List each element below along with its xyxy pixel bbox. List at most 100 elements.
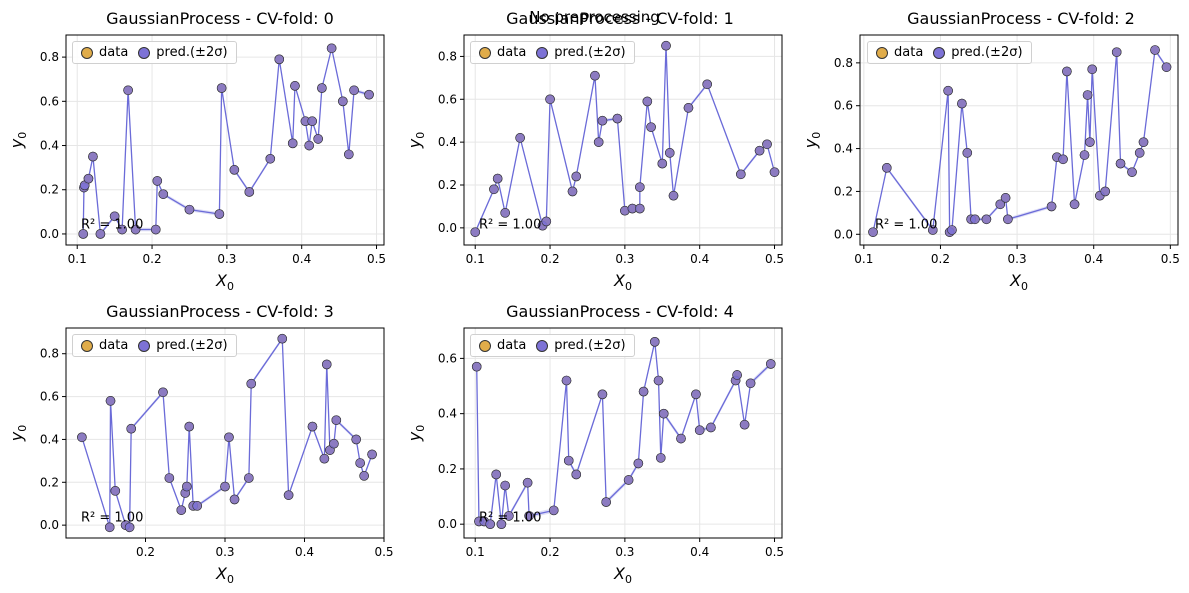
pred-point	[214, 209, 225, 219]
pred-point	[1100, 186, 1111, 197]
y-tick-label: 0.8	[834, 56, 853, 70]
pred-point	[664, 148, 675, 158]
y-tick-label: 0.0	[834, 227, 853, 241]
pred-point	[1000, 193, 1011, 203]
pred-point	[78, 229, 89, 239]
pred-confidence-band	[476, 339, 771, 527]
pred-point	[485, 519, 495, 529]
y-tick-label: 0.6	[40, 94, 59, 108]
y-tick-label: 0.8	[40, 347, 59, 361]
pred-point	[326, 43, 337, 54]
pred-point	[597, 389, 608, 400]
chart-panel-fold-4: GaussianProcess - CV-fold: 4 0.1 0.2 0.3 0.…	[398, 293, 784, 586]
pred-point	[1138, 137, 1149, 147]
legend-label-pred: pred.(±2σ)	[951, 45, 1023, 60]
pred-point	[1161, 62, 1172, 72]
y-tick-label: 0.2	[40, 475, 59, 489]
pred-point	[882, 163, 892, 173]
pred-point	[124, 522, 135, 533]
pred-point	[158, 189, 169, 199]
pred-point	[192, 501, 202, 511]
pred-point	[88, 151, 98, 162]
pred-point	[702, 79, 712, 90]
y-tick-label: 0.4	[438, 135, 457, 149]
pred-point	[541, 216, 552, 227]
legend-marker-data	[81, 46, 93, 59]
x-tick-label: 0.2	[136, 545, 155, 559]
legend-marker-pred	[933, 46, 946, 59]
pred-point	[216, 83, 227, 93]
pred-point	[1111, 47, 1122, 57]
x-tick-label: 0.2	[931, 252, 950, 266]
x-tick-label: 0.2	[541, 252, 560, 266]
pred-point	[492, 173, 503, 184]
x-axis-label: X0	[215, 271, 234, 293]
pred-point	[1085, 137, 1095, 147]
x-tick-label: 0.3	[615, 252, 634, 266]
pred-point	[123, 85, 133, 96]
pred-point	[638, 386, 649, 397]
legend-marker-data	[479, 339, 491, 352]
legend-label-pred: pred.(±2σ)	[156, 45, 228, 60]
pred-point	[706, 422, 716, 433]
legend-marker-pred	[138, 339, 151, 352]
pred-point	[105, 396, 116, 406]
pred-point	[947, 225, 957, 235]
r2-annotation: R² = 1.00	[479, 510, 541, 525]
x-tick-label: 0.4	[690, 252, 709, 266]
pred-point	[653, 375, 664, 386]
x-tick-label: 0.4	[292, 252, 311, 266]
x-axis-label: X0	[1009, 271, 1028, 293]
pred-point	[962, 148, 973, 158]
chart-title: GaussianProcess - CV-fold: 3	[106, 302, 334, 321]
chart-title: GaussianProcess - CV-fold: 2	[907, 9, 1135, 28]
y-tick-label: 0.4	[40, 432, 59, 446]
r2-annotation: R² = 1.00	[81, 510, 143, 525]
x-tick-label: 0.3	[217, 252, 236, 266]
y-tick-label: 0.2	[40, 183, 59, 197]
pred-point	[126, 423, 136, 434]
pred-point	[548, 505, 559, 516]
pred-point	[104, 522, 115, 533]
chart-title: GaussianProcess - CV-fold: 1	[506, 9, 734, 28]
pred-line	[82, 48, 370, 236]
pred-point	[739, 419, 750, 430]
chart-legend: data pred.(±2σ)	[867, 41, 1032, 64]
pred-point	[612, 113, 623, 124]
pred-point	[313, 134, 323, 144]
pred-point	[489, 184, 499, 195]
pred-point	[500, 208, 510, 218]
legend-marker-pred	[536, 339, 549, 352]
x-tick-label: 0.5	[367, 252, 386, 266]
pred-point	[868, 227, 878, 237]
pred-point	[1150, 45, 1160, 55]
x-tick-label: 0.4	[295, 545, 314, 559]
axes-frame	[463, 34, 783, 246]
y-tick-label: 0.0	[438, 517, 457, 531]
chart-legend: data pred.(±2σ)	[72, 41, 237, 64]
y-tick-label: 0.4	[40, 139, 59, 153]
pred-point	[1046, 201, 1057, 212]
pred-point	[110, 486, 121, 496]
pred-point	[1115, 158, 1126, 169]
pred-point	[344, 149, 354, 160]
pred-point	[655, 453, 666, 463]
pred-point	[150, 224, 161, 235]
pred-point	[561, 375, 572, 386]
pred-point	[367, 449, 377, 460]
x-tick-label: 0.3	[215, 545, 234, 559]
y-axis-label: y0	[405, 132, 427, 149]
pred-point	[277, 333, 288, 344]
pred-point	[635, 182, 645, 192]
x-tick-label: 0.4	[690, 545, 709, 559]
pred-point	[623, 475, 634, 485]
y-tick-label: 0.6	[438, 351, 457, 365]
legend-entry-pred: pred.(±2σ)	[933, 45, 1023, 60]
chart-title: GaussianProcess - CV-fold: 0	[106, 9, 334, 28]
legend-entry-data: data	[479, 338, 526, 353]
pred-point	[470, 227, 481, 237]
y-axis-label: y0	[7, 425, 29, 442]
pred-point	[321, 359, 332, 370]
pred-point	[1069, 199, 1080, 210]
x-axis-label: X0	[215, 564, 234, 586]
